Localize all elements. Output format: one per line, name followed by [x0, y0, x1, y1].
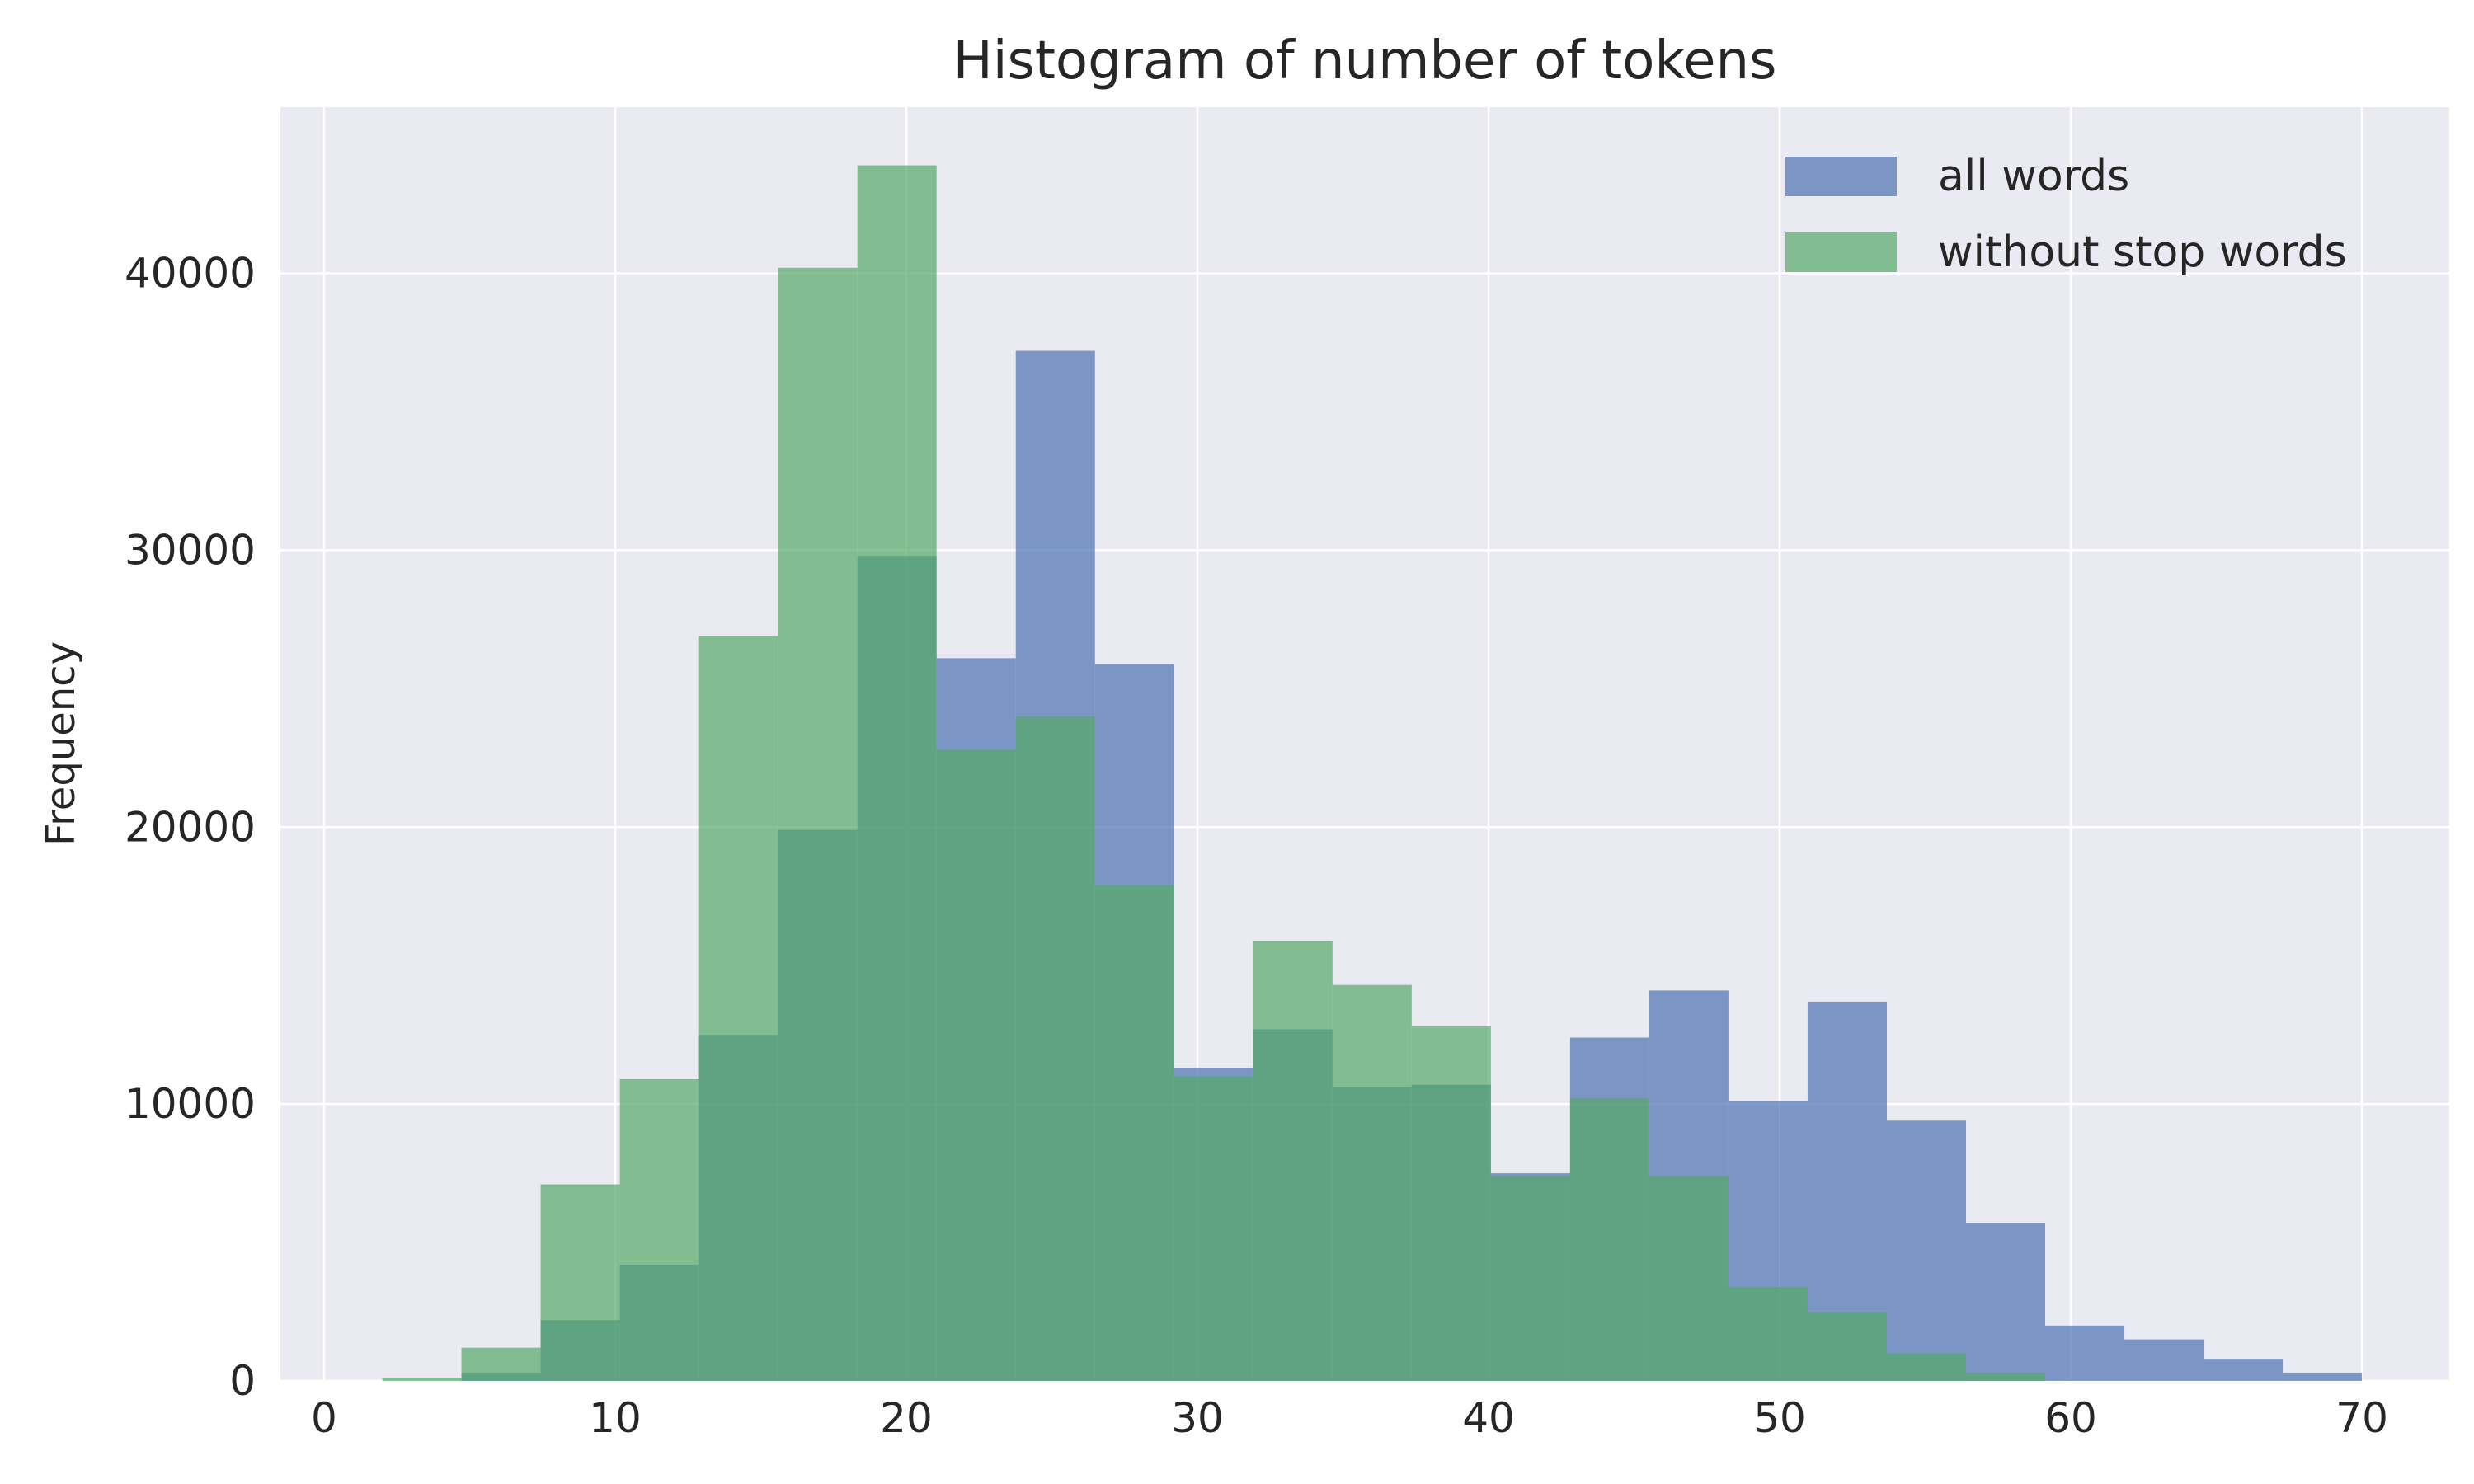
y-axis-ticks: 0 10000 20000 30000 40000 [125, 250, 256, 1405]
bar-series-2 [1569, 1098, 1649, 1381]
bar-series-2 [778, 267, 858, 1382]
x-tick-label: 40 [1462, 1394, 1515, 1442]
bar-series-2 [1490, 1176, 1570, 1381]
x-axis-ticks: 0 10 20 30 40 50 60 70 [311, 1394, 2388, 1442]
bar-series-1 [1965, 1223, 2046, 1381]
bar-series-2 [1332, 984, 1412, 1381]
y-tick-label: 0 [229, 1357, 256, 1405]
bar-series-2 [1015, 716, 1095, 1381]
x-tick-label: 0 [311, 1394, 337, 1442]
bar-series-2 [1965, 1372, 2046, 1381]
bar-series-2 [936, 749, 1016, 1381]
y-tick-label: 10000 [125, 1080, 256, 1128]
y-tick-label: 30000 [125, 526, 256, 574]
x-tick-label: 50 [1753, 1394, 1806, 1442]
bar-series-2 [1174, 1076, 1253, 1381]
bar-series-2 [1253, 940, 1333, 1381]
y-tick-label: 40000 [125, 250, 256, 298]
bar-series-1 [2204, 1359, 2284, 1381]
x-tick-label: 30 [1171, 1394, 1224, 1442]
legend-label-all-words: all words [1938, 152, 2129, 201]
legend-swatch-all-words [1785, 157, 1897, 196]
x-tick-label: 60 [2044, 1394, 2097, 1442]
bar-series-1 [2124, 1339, 2204, 1381]
bar-series-2 [857, 165, 937, 1382]
histogram-bars [382, 165, 2363, 1382]
x-tick-label: 20 [880, 1394, 933, 1442]
bar-series-1 [2283, 1372, 2363, 1381]
bar-series-2 [619, 1078, 699, 1381]
y-tick-label: 20000 [125, 803, 256, 851]
x-tick-label: 10 [589, 1394, 642, 1442]
bar-series-2 [461, 1347, 541, 1381]
bar-series-2 [1807, 1312, 1887, 1381]
y-axis-label: Frequency [38, 641, 84, 846]
legend: all words without stop words [1785, 152, 2347, 277]
legend-label-without-stop-words: without stop words [1938, 228, 2347, 277]
bar-series-2 [1728, 1286, 1808, 1381]
x-tick-label: 70 [2335, 1394, 2388, 1442]
bar-series-2 [1886, 1353, 1966, 1381]
legend-swatch-without-stop-words [1785, 232, 1897, 272]
chart-title: Histogram of number of tokens [953, 31, 1777, 92]
bar-series-2 [1649, 1176, 1729, 1381]
bar-series-1 [2045, 1325, 2125, 1381]
bar-series-1 [1886, 1120, 1966, 1381]
bar-series-2 [1094, 885, 1174, 1381]
bar-series-2 [698, 636, 778, 1381]
bar-series-2 [1411, 1026, 1491, 1381]
bar-series-2 [382, 1378, 462, 1381]
bar-series-2 [540, 1184, 620, 1381]
